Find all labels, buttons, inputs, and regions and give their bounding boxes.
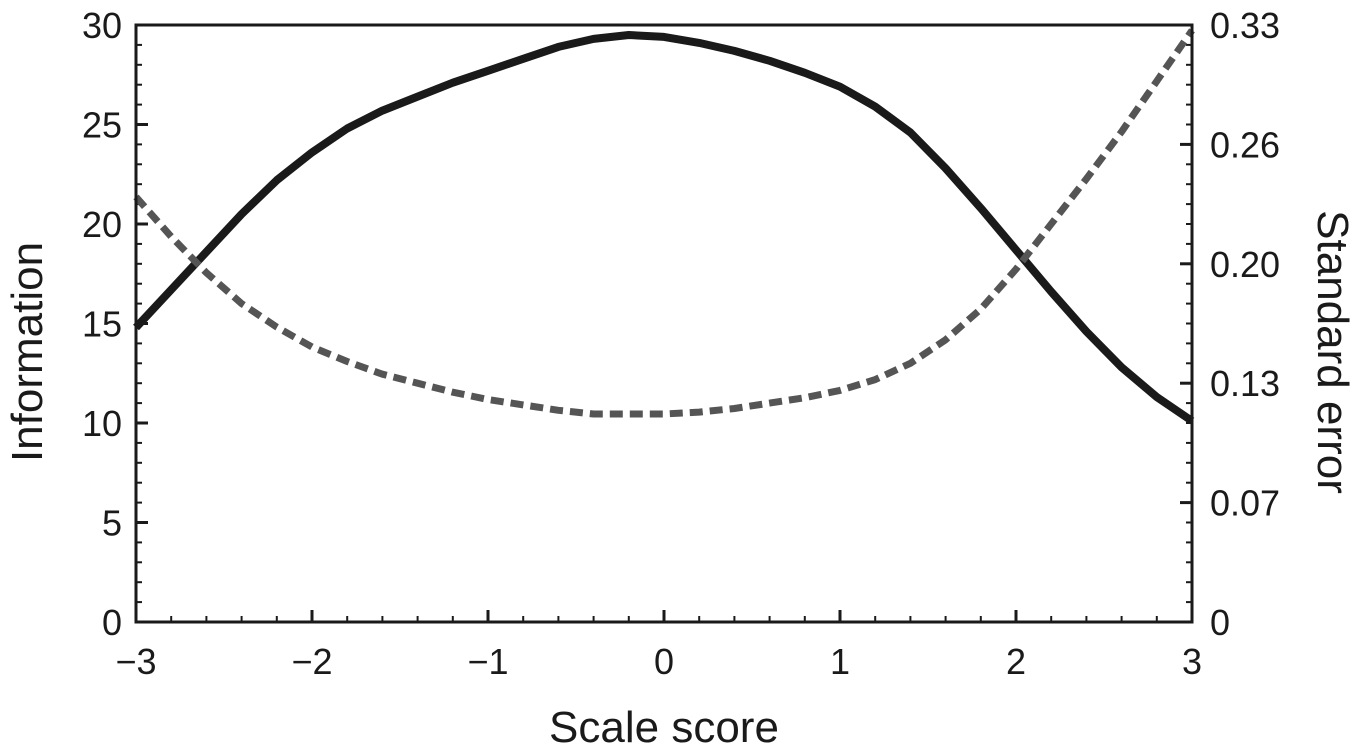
y-tick-label: 5 bbox=[102, 503, 122, 544]
y-axis-title: Information bbox=[3, 242, 52, 462]
y-tick-label: 25 bbox=[82, 105, 122, 146]
y2-tick-label: 0.07 bbox=[1210, 483, 1280, 524]
x-tick-label: −1 bbox=[467, 641, 508, 682]
standard-error-line bbox=[133, 28, 1195, 418]
y-tick-label: 20 bbox=[82, 204, 122, 245]
x-tick-label: 1 bbox=[830, 641, 850, 682]
x-tick-label: 3 bbox=[1182, 641, 1202, 682]
x-tick-label: 2 bbox=[1006, 641, 1026, 682]
tick-marks bbox=[134, 23, 1194, 624]
series-layer bbox=[133, 28, 1195, 425]
information-line bbox=[133, 31, 1195, 425]
y2-tick-label: 0 bbox=[1210, 602, 1230, 643]
x-axis-title: Scale score bbox=[549, 703, 779, 752]
y-tick-label: 30 bbox=[82, 5, 122, 46]
tick-labels: −3 −2 −1 0 1 2 305101520253000.070.130.200.260… bbox=[82, 5, 1280, 682]
y2-tick-label: 0.26 bbox=[1210, 124, 1280, 165]
y-tick-label: 15 bbox=[82, 304, 122, 345]
x-tick-label: 0 bbox=[654, 641, 674, 682]
plot-frame bbox=[134, 23, 1194, 624]
x-tick-label: −3 bbox=[115, 641, 156, 682]
y2-tick-label: 0.13 bbox=[1210, 363, 1280, 404]
y2-axis-title: Standard error bbox=[1308, 210, 1357, 494]
y-tick-label: 10 bbox=[82, 403, 122, 444]
y-tick-label: 0 bbox=[102, 602, 122, 643]
y2-tick-label: 0.20 bbox=[1210, 244, 1280, 285]
x-tick-label: −2 bbox=[291, 641, 332, 682]
y2-tick-label: 0.33 bbox=[1210, 5, 1280, 46]
